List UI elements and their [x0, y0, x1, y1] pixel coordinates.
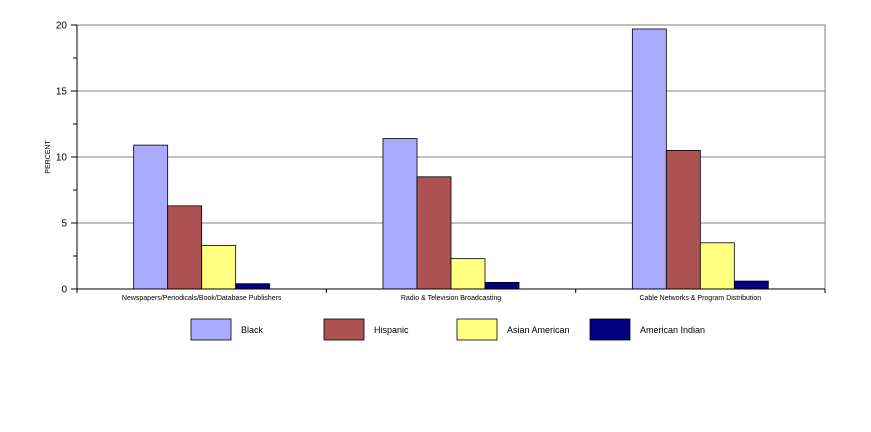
legend-swatch [323, 318, 365, 341]
legend-swatch [190, 318, 232, 341]
bar [416, 176, 452, 290]
bar [733, 280, 769, 290]
x-tick-label: Newspapers/Periodicals/Book/Database Pub… [122, 295, 282, 302]
bar [201, 245, 237, 290]
legend: Black Hispanic Asian American American Indi… [190, 318, 705, 341]
bar [133, 144, 169, 290]
axes: 0 5 10 15 20 Newspapers/Periodicals/Book/Data… [56, 21, 826, 302]
bar [665, 149, 701, 290]
bar [484, 281, 520, 290]
y-tick-label: 0 [61, 285, 67, 296]
legend-label: Black [241, 325, 264, 335]
legend-label: Hispanic [374, 325, 409, 335]
bar [167, 205, 203, 290]
legend-label: Asian American [507, 325, 570, 335]
bar [631, 28, 667, 290]
bar [382, 138, 418, 290]
bar [699, 242, 735, 290]
bars [133, 28, 769, 290]
bar [235, 283, 271, 290]
bar [450, 258, 486, 290]
y-tick-label: 15 [56, 87, 68, 98]
x-tick-label: Radio & Television Broadcasting [401, 295, 501, 302]
y-axis-label: PERCENT [45, 140, 52, 174]
y-tick-label: 5 [61, 219, 67, 230]
y-tick-label: 20 [56, 21, 68, 32]
y-tick-label: 10 [56, 153, 68, 164]
legend-swatch [456, 318, 498, 341]
legend-label: American Indian [640, 325, 705, 335]
legend-swatch [589, 318, 631, 341]
x-tick-label: Cable Networks & Program Distribution [639, 295, 761, 302]
